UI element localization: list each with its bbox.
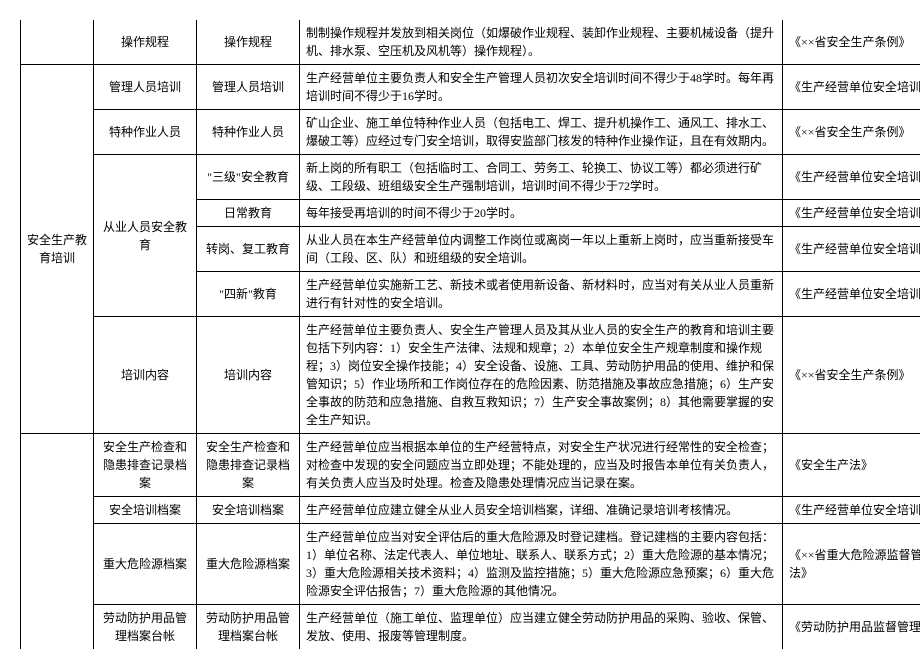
cell: 《生产经营单位安全培训规定》 bbox=[783, 227, 920, 272]
cell bbox=[21, 434, 94, 650]
cell: 安全培训档案 bbox=[197, 497, 300, 524]
table-row: 从业人员安全教育"三级"安全教育新上岗的所有职工（包括临时工、合同工、劳务工、轮… bbox=[21, 155, 920, 200]
cell: 从业人员在本生产经营单位内调整工作岗位或离岗一年以上重新上岗时，应当重新接受车间… bbox=[300, 227, 783, 272]
table-row: 培训内容培训内容生产经营单位主要负责人、安全生产管理人员及其从业人员的安全生产的… bbox=[21, 317, 920, 434]
cell: 劳动防护用品管理档案台帐 bbox=[94, 605, 197, 650]
regulation-table: 操作规程操作规程制制操作规程并发放到相关岗位（如爆破作业规程、装卸作业规程、主要… bbox=[20, 20, 920, 649]
cell: 每年接受再培训的时间不得少于20学时。 bbox=[300, 200, 783, 227]
table-row: 安全生产检查和隐患排查记录档案安全生产检查和隐患排查记录档案生产经营单位应当根据… bbox=[21, 434, 920, 497]
cell: 生产经营单位应当对安全评估后的重大危险源及时登记建档。登记建档的主要内容包括：1… bbox=[300, 524, 783, 605]
cell: 生产经营单位实施新工艺、新技术或者使用新设备、新材料时，应当对有关从业人员重新进… bbox=[300, 272, 783, 317]
cell: 生产经营单位主要负责人、安全生产管理人员及其从业人员的安全生产的教育和培训主要包… bbox=[300, 317, 783, 434]
cell: "四新"教育 bbox=[197, 272, 300, 317]
cell: 《××省安全生产条例》 bbox=[783, 20, 920, 65]
cell: 生产经营单位应当根据本单位的生产经营特点，对安全生产状况进行经常性的安全检查；对… bbox=[300, 434, 783, 497]
cell: 《生产经营单位安全培训规定》 bbox=[783, 200, 920, 227]
cell: 《××省重大危险源监督管理办法》 bbox=[783, 524, 920, 605]
cell: 《安全生产法》 bbox=[783, 434, 920, 497]
cell: 《生产经营单位安全培训规定》 bbox=[783, 497, 920, 524]
cell: 重大危险源档案 bbox=[197, 524, 300, 605]
cell: 安全生产检查和隐患排查记录档案 bbox=[197, 434, 300, 497]
cell: 劳动防护用品管理档案台帐 bbox=[197, 605, 300, 650]
cell: 生产经营单位（施工单位、监理单位）应当建立健全劳动防护用品的采购、验收、保管、发… bbox=[300, 605, 783, 650]
cell bbox=[21, 20, 94, 65]
cell: 安全生产检查和隐患排查记录档案 bbox=[94, 434, 197, 497]
cell: 管理人员培训 bbox=[197, 65, 300, 110]
cell: 新上岗的所有职工（包括临时工、合同工、劳务工、轮换工、协议工等）都必须进行矿级、… bbox=[300, 155, 783, 200]
table-row: 重大危险源档案重大危险源档案生产经营单位应当对安全评估后的重大危险源及时登记建档… bbox=[21, 524, 920, 605]
cell: 重大危险源档案 bbox=[94, 524, 197, 605]
cell: 安全生产教育培训 bbox=[21, 65, 94, 434]
cell: 操作规程 bbox=[197, 20, 300, 65]
cell: 《劳动防护用品监督管理规定》 bbox=[783, 605, 920, 650]
cell: 日常教育 bbox=[197, 200, 300, 227]
cell: 《生产经营单位安全培训规定》 bbox=[783, 272, 920, 317]
cell: 生产经营单位主要负责人和安全生产管理人员初次安全培训时间不得少于48学时。每年再… bbox=[300, 65, 783, 110]
cell: 操作规程 bbox=[94, 20, 197, 65]
table-row: 安全生产教育培训管理人员培训管理人员培训生产经营单位主要负责人和安全生产管理人员… bbox=[21, 65, 920, 110]
cell: 特种作业人员 bbox=[197, 110, 300, 155]
cell: 管理人员培训 bbox=[94, 65, 197, 110]
table-row: 特种作业人员特种作业人员矿山企业、施工单位特种作业人员（包括电工、焊工、提升机操… bbox=[21, 110, 920, 155]
cell: 《生产经营单位安全培训规定》 bbox=[783, 155, 920, 200]
cell: 矿山企业、施工单位特种作业人员（包括电工、焊工、提升机操作工、通风工、排水工、爆… bbox=[300, 110, 783, 155]
cell: 《××省安全生产条例》 bbox=[783, 110, 920, 155]
cell: 《生产经营单位安全培训规定》 bbox=[783, 65, 920, 110]
cell: 制制操作规程并发放到相关岗位（如爆破作业规程、装卸作业规程、主要机械设备（提升机… bbox=[300, 20, 783, 65]
cell: 安全培训档案 bbox=[94, 497, 197, 524]
cell: 转岗、复工教育 bbox=[197, 227, 300, 272]
cell: 《××省安全生产条例》 bbox=[783, 317, 920, 434]
table-row: 劳动防护用品管理档案台帐劳动防护用品管理档案台帐生产经营单位（施工单位、监理单位… bbox=[21, 605, 920, 650]
cell: 培训内容 bbox=[94, 317, 197, 434]
table-row: 安全培训档案安全培训档案生产经营单位应建立健全从业人员安全培训档案，详细、准确记… bbox=[21, 497, 920, 524]
cell: 培训内容 bbox=[197, 317, 300, 434]
cell: 从业人员安全教育 bbox=[94, 155, 197, 317]
cell: 生产经营单位应建立健全从业人员安全培训档案，详细、准确记录培训考核情况。 bbox=[300, 497, 783, 524]
table-row: 操作规程操作规程制制操作规程并发放到相关岗位（如爆破作业规程、装卸作业规程、主要… bbox=[21, 20, 920, 65]
cell: 特种作业人员 bbox=[94, 110, 197, 155]
cell: "三级"安全教育 bbox=[197, 155, 300, 200]
